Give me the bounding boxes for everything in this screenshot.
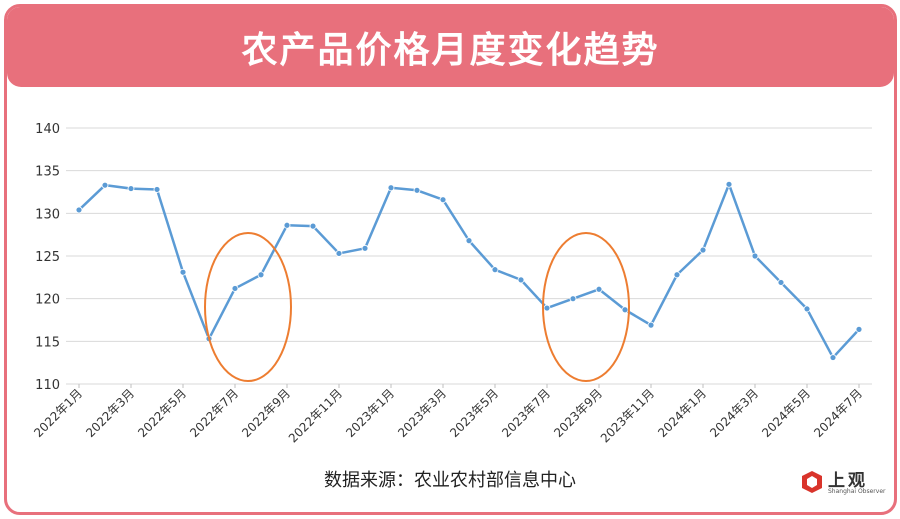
x-tick-label: 2022年11月 bbox=[286, 386, 345, 445]
data-point bbox=[777, 279, 785, 286]
x-tick-label: 2024年1月 bbox=[655, 386, 709, 440]
x-tick-label: 2024年5月 bbox=[759, 386, 813, 440]
data-point bbox=[413, 186, 421, 194]
y-tick-label: 140 bbox=[35, 122, 60, 137]
x-tick-label: 2024年7月 bbox=[811, 386, 865, 440]
shanghai-observer-logo: 上观 Shanghai Observer bbox=[800, 466, 885, 500]
data-point bbox=[673, 271, 681, 279]
data-point bbox=[257, 271, 265, 279]
x-tick-label: 2022年3月 bbox=[83, 386, 137, 440]
logo-subtitle: Shanghai Observer bbox=[828, 488, 886, 495]
logo-mark-icon bbox=[802, 471, 822, 493]
x-tick-label: 2023年1月 bbox=[343, 386, 397, 440]
data-point bbox=[127, 185, 135, 192]
x-tick-label: 2023年9月 bbox=[551, 386, 605, 440]
data-point bbox=[283, 221, 291, 229]
chart-title: 农产品价格月度变化趋势 bbox=[241, 30, 660, 71]
data-point bbox=[647, 321, 655, 329]
data-point bbox=[361, 244, 369, 252]
data-point bbox=[153, 186, 161, 193]
data-point bbox=[751, 252, 759, 260]
x-tick-label: 2023年7月 bbox=[499, 386, 553, 440]
y-tick-label: 135 bbox=[35, 165, 60, 180]
x-tick-label: 2022年1月 bbox=[31, 386, 85, 440]
y-tick-label: 120 bbox=[35, 293, 60, 308]
logo-name: 上观 bbox=[828, 471, 868, 491]
y-tick-label: 110 bbox=[35, 378, 60, 393]
data-point bbox=[75, 206, 83, 214]
data-point bbox=[803, 305, 811, 313]
data-point bbox=[101, 181, 109, 189]
highlight-ellipse bbox=[204, 232, 292, 382]
data-point bbox=[595, 285, 603, 293]
data-point bbox=[439, 196, 447, 204]
data-point bbox=[491, 266, 499, 274]
data-point bbox=[621, 306, 629, 314]
data-point bbox=[829, 354, 837, 361]
chart-frame: 农产品价格月度变化趋势 bbox=[4, 4, 897, 515]
highlight-ellipse bbox=[542, 232, 630, 382]
data-point bbox=[309, 222, 317, 230]
y-tick-label: 115 bbox=[35, 335, 60, 350]
data-point bbox=[855, 325, 863, 333]
data-point bbox=[543, 304, 551, 312]
x-tick-label: 2022年7月 bbox=[187, 386, 241, 440]
x-tick-label: 2022年5月 bbox=[135, 386, 189, 440]
data-point bbox=[699, 246, 707, 254]
x-tick-label: 2022年9月 bbox=[239, 386, 293, 440]
data-point bbox=[387, 184, 395, 192]
x-tick-label: 2023年11月 bbox=[598, 386, 657, 445]
title-bar: 农产品价格月度变化趋势 bbox=[7, 7, 894, 87]
y-tick-label: 130 bbox=[35, 207, 60, 222]
data-point bbox=[231, 285, 239, 292]
y-tick-label: 125 bbox=[35, 250, 60, 265]
data-point bbox=[517, 276, 525, 284]
x-tick-label: 2023年5月 bbox=[447, 386, 501, 440]
data-point bbox=[569, 295, 577, 303]
data-point bbox=[179, 268, 187, 276]
series-line bbox=[78, 183, 860, 359]
x-tick-label: 2024年3月 bbox=[707, 386, 761, 440]
x-tick-label: 2023年3月 bbox=[395, 386, 449, 440]
data-point bbox=[465, 237, 473, 245]
data-point bbox=[725, 180, 733, 188]
data-source: 数据来源：农业农村部信息中心 bbox=[324, 470, 576, 491]
data-point bbox=[335, 250, 343, 257]
